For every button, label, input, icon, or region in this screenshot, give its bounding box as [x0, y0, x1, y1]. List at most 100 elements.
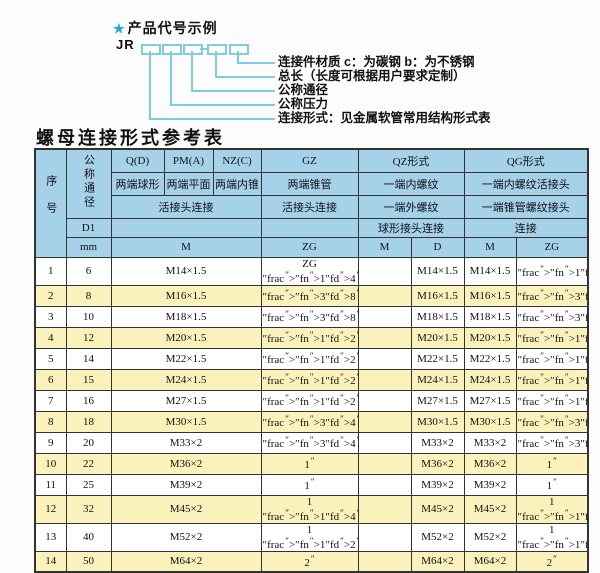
cell-qg-m: M20×1.5 [463, 326, 517, 349]
cell-m: M64×2 [110, 550, 262, 573]
header-unit-zg: ZG [260, 236, 359, 258]
cell-m: M30×1.5 [110, 410, 262, 433]
header-col-nz: NZ(C) [212, 148, 262, 173]
header-mm: mm [65, 236, 112, 258]
cell-seq: 14 [34, 550, 67, 573]
cell-qg-m: M36×2 [463, 452, 517, 475]
table-row: 10 22 M36×2 1″ M36×2 M36×2 1″ [34, 452, 589, 475]
cell-dn: 16 [65, 389, 112, 412]
cell-qg-m: M39×2 [463, 473, 517, 496]
cell-qz-d: M64×2 [410, 550, 465, 573]
code-box-2 [162, 44, 182, 55]
cell-seq: 1 [34, 256, 67, 286]
cell-qz-d: M24×1.5 [410, 368, 465, 391]
header-blank-gz [260, 217, 359, 238]
cell-qz-m [357, 410, 412, 433]
table-row: 14 50 M64×2 2″ M64×2 M64×2 2″ [34, 550, 589, 573]
cell-qg-zg: ″frac″>″fn″>1″fd″>2″ [515, 389, 589, 412]
cell-qz-m [357, 389, 412, 412]
header-unit-m: M [110, 236, 262, 258]
cell-qg-m: M27×1.5 [463, 389, 517, 412]
connector-line-material [237, 51, 275, 64]
header-conn-left: 活接头连接 [110, 194, 262, 219]
cell-seq: 7 [34, 389, 67, 412]
cell-qg-zg: ″frac″>″fn″>3″fd″>8″ [515, 284, 589, 307]
table-row: 615M24×1.5″frac″>″fn″>1″fd″>2″M24×1.5M24… [34, 368, 589, 391]
cell-qg-zg: ″frac″>″fn″>1″fd″>2″ [515, 326, 589, 349]
header-col-gz: GZ [260, 148, 359, 173]
cell-m: M20×1.5 [110, 326, 262, 349]
cell-m: M14×1.5 [110, 256, 262, 286]
cell-qz-m [357, 368, 412, 391]
header-desc-qz: 一端内螺纹 [357, 171, 465, 196]
cell-m: M16×1.5 [110, 284, 262, 307]
cell-gz: ″frac″>″fn″>1″fd″>2″ [260, 389, 359, 412]
cell-qz-d: M45×2 [410, 494, 465, 524]
header-sub-qz-m: M [357, 236, 412, 258]
cell-dn: 6 [65, 256, 112, 286]
cell-qz-m [357, 305, 412, 328]
cell-seq: 6 [34, 368, 67, 391]
code-dash [200, 48, 207, 50]
nut-connection-table: 序号 公称通径 Q(D) PM(A) NZ(C) GZ QZ形式 QG形式 两端… [34, 148, 590, 573]
cell-qz-d: M52×2 [410, 522, 465, 552]
connector-line-length [215, 51, 275, 78]
cell-gz: 2″ [260, 550, 359, 573]
table-row: 310M18×1.5″frac″>″fn″>3″fd″>8″M18×1.5M18… [34, 305, 589, 328]
cell-m: M24×1.5 [110, 368, 262, 391]
connector-line-diameter [191, 51, 275, 92]
cell-seq: 11 [34, 473, 67, 496]
cell-gz: ″frac″>″fn″>1″fd″>2″ [260, 326, 359, 349]
cell-qg-m: M14×1.5 [463, 256, 517, 286]
cell-dn: 12 [65, 326, 112, 349]
cell-m: M33×2 [110, 431, 262, 454]
cell-seq: 4 [34, 326, 67, 349]
cell-dn: 50 [65, 550, 112, 573]
cell-qg-zg: ″frac″>″fn″>3″fd″>8″ [515, 305, 589, 328]
cell-qz-d: M16×1.5 [410, 284, 465, 307]
header-seq: 序号 [34, 148, 67, 258]
cell-dn: 14 [65, 347, 112, 370]
diagram-heading: ★ 产品代号示例 [113, 18, 218, 38]
table-row: 412M20×1.5″frac″>″fn″>1″fd″>2″M20×1.5M20… [34, 326, 589, 349]
header-sub-qg-m: M [463, 236, 517, 258]
cell-qg-zg: 1 ″frac″>″fn″>1″fd″>2″ [515, 522, 589, 552]
cell-m: M39×2 [110, 473, 262, 496]
cell-dn: 18 [65, 410, 112, 433]
star-icon: ★ [113, 21, 126, 36]
table-row: 28M16×1.5″frac″>″fn″>3″fd″>8″M16×1.5M16×… [34, 284, 589, 307]
cell-gz: 1″ [260, 452, 359, 475]
cell-seq: 13 [34, 522, 67, 552]
cell-qg-m: M22×1.5 [463, 347, 517, 370]
header-desc-pm: 两端平面 [163, 171, 214, 196]
connector-line-connection [149, 51, 275, 120]
cell-qg-zg: ″frac″>″fn″>1″fd″>2″ [515, 347, 589, 370]
header-desc-gz: 两端锥管 [260, 171, 359, 196]
cell-qg-m: M33×2 [463, 431, 517, 454]
cell-qz-m [357, 550, 412, 573]
header-col-q: Q(D) [110, 148, 165, 173]
cell-qz-d: M14×1.5 [410, 256, 465, 286]
cell-qg-m: M52×2 [463, 522, 517, 552]
header-conn-qg: 一端锥管螺纹接头 [463, 194, 589, 219]
label-connection: 连接形式：见金属软管常用结构形式表 [278, 111, 491, 125]
table-row: 920M33×2″frac″>″fn″>3″fd″>4″M33×2M33×2″f… [34, 431, 589, 454]
label-length: 总长（长度可根据用户要求定制） [278, 69, 466, 83]
cell-m: M36×2 [110, 452, 262, 475]
cell-m: M27×1.5 [110, 389, 262, 412]
header-join-qg: 连接 [463, 217, 589, 238]
cell-dn: 32 [65, 494, 112, 524]
code-box-1 [141, 44, 161, 55]
cell-qg-m: M24×1.5 [463, 368, 517, 391]
cell-dn: 20 [65, 431, 112, 454]
cell-qz-d: M18×1.5 [410, 305, 465, 328]
cell-gz: 1 ″frac″>″fn″>1″fd″>4″ [260, 494, 359, 524]
cell-qz-d: M27×1.5 [410, 389, 465, 412]
code-prefix: JR [116, 37, 135, 52]
header-col-qg: QG形式 [463, 148, 589, 173]
cell-qg-m: M16×1.5 [463, 284, 517, 307]
cell-qg-m: M18×1.5 [463, 305, 517, 328]
